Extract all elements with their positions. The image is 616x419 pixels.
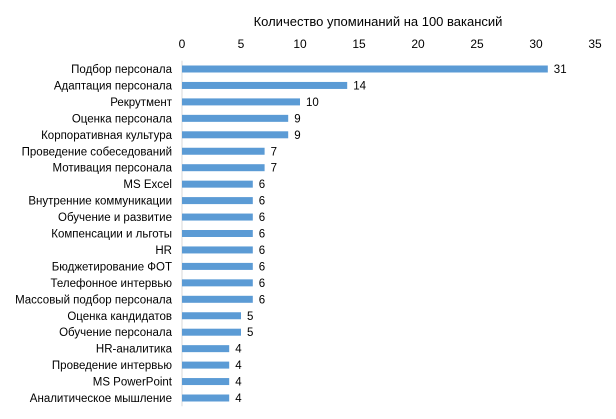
data-label: 6 <box>259 229 265 241</box>
category-label: Оценка кандидатов <box>67 311 172 323</box>
data-label: 7 <box>271 146 277 158</box>
chart-title: Количество упоминаний на 100 вакансий <box>254 14 503 29</box>
category-label: Внутренние коммуникации <box>28 196 172 208</box>
x-tick-label: 10 <box>293 37 307 51</box>
category-label: Компенсации и льготы <box>51 229 172 241</box>
category-label: MS PowerPoint <box>93 377 173 389</box>
category-label: MS Excel <box>123 179 172 191</box>
bar <box>182 131 289 139</box>
data-label: 6 <box>259 261 265 273</box>
bar <box>182 180 253 188</box>
bar <box>182 81 348 89</box>
data-label: 6 <box>259 278 265 290</box>
data-label: 10 <box>306 97 319 109</box>
category-label: Телефонное интервью <box>51 278 173 290</box>
bar <box>182 246 253 254</box>
bar <box>182 197 253 205</box>
bar <box>182 328 241 336</box>
bar <box>182 279 253 287</box>
bar <box>182 98 300 106</box>
data-label: 6 <box>259 212 265 224</box>
data-label: 4 <box>235 344 242 356</box>
data-label: 9 <box>294 113 300 125</box>
data-label: 9 <box>294 130 300 142</box>
bar <box>182 394 230 402</box>
category-label: Корпоративная культура <box>41 130 172 142</box>
x-tick-label: 25 <box>470 37 484 51</box>
bar <box>182 361 230 369</box>
data-label: 5 <box>247 311 253 323</box>
x-tick-label: 0 <box>179 37 186 51</box>
bars <box>182 65 548 402</box>
category-label: Подбор персонала <box>71 64 172 76</box>
bar <box>182 345 230 353</box>
data-label: 6 <box>259 179 265 191</box>
x-tick-label: 35 <box>588 37 602 51</box>
data-label: 5 <box>247 327 253 339</box>
category-label: Бюджетирование ФОТ <box>52 261 172 273</box>
category-label: Обучение и развитие <box>58 212 172 224</box>
data-label: 4 <box>235 360 242 372</box>
category-label: Массовый подбор персонала <box>15 294 173 306</box>
bar <box>182 295 253 303</box>
bar <box>182 312 241 320</box>
data-label: 14 <box>353 80 366 92</box>
category-label: Проведение собеседований <box>22 146 172 158</box>
category-label: Аналитическое мышление <box>30 393 172 405</box>
bar <box>182 230 253 237</box>
x-tick-label: 5 <box>238 37 245 51</box>
x-tick-label: 30 <box>529 37 543 51</box>
category-labels: Подбор персонала Адаптация персонала Рекру… <box>15 64 173 405</box>
category-label: Рекрутмент <box>110 97 173 109</box>
data-label: 4 <box>235 377 242 389</box>
category-label: HR-аналитика <box>96 344 173 356</box>
x-axis-ticks: 0 5 10 15 20 25 30 35 <box>179 37 602 51</box>
data-label: 6 <box>259 196 265 208</box>
x-tick-label: 20 <box>411 37 425 51</box>
category-label: Мотивация персонала <box>53 163 173 175</box>
data-label: 6 <box>259 294 265 306</box>
data-label: 6 <box>259 245 265 257</box>
data-label: 31 <box>554 64 567 76</box>
bar <box>182 213 253 221</box>
bar <box>182 378 230 386</box>
category-label: Проведение интервью <box>52 360 172 372</box>
category-label: HR <box>155 245 172 257</box>
data-label: 4 <box>235 393 242 405</box>
x-tick-label: 15 <box>352 37 366 51</box>
category-label: Обучение персонала <box>59 327 173 339</box>
bar <box>182 147 265 155</box>
bar <box>182 262 253 270</box>
bar <box>182 65 548 73</box>
category-label: Оценка персонала <box>72 113 173 125</box>
bar <box>182 164 265 172</box>
bar <box>182 114 289 122</box>
category-label: Адаптация персонала <box>54 80 173 92</box>
data-label: 7 <box>271 163 277 175</box>
